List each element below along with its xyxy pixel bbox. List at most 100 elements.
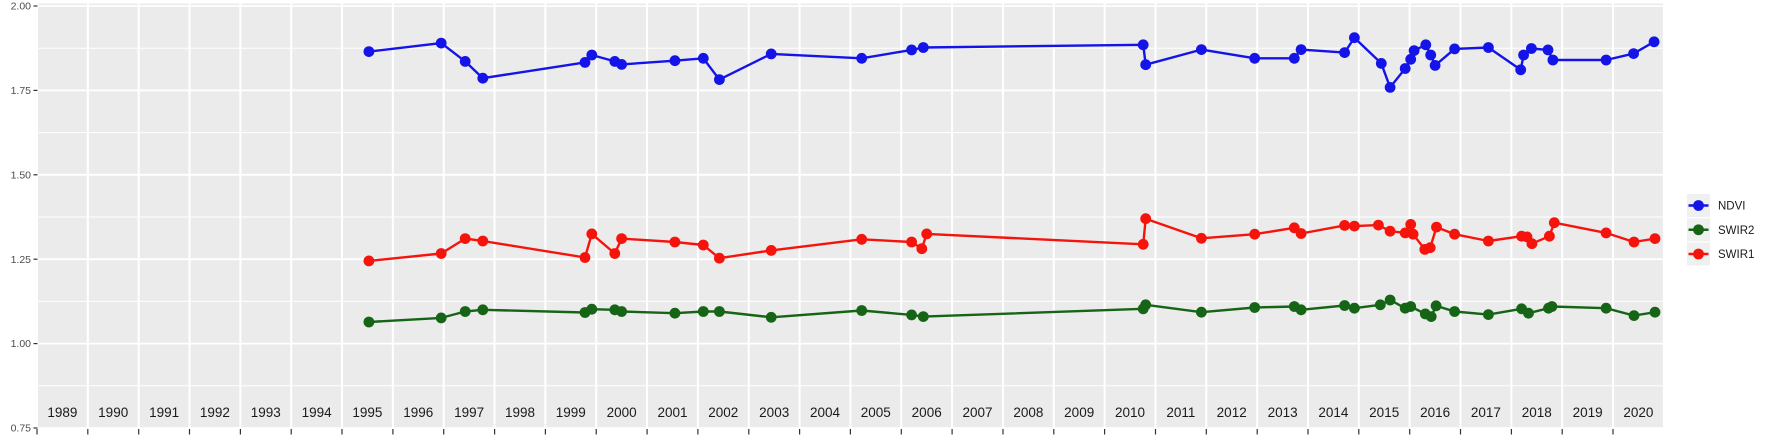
ndvi-data-point	[1295, 44, 1307, 55]
swir2-data-point	[1339, 300, 1350, 311]
swir2-data-point	[714, 306, 725, 317]
facet-panel	[648, 3, 697, 428]
facet-strip-label: 2015	[1369, 405, 1399, 420]
swir2-data-point	[1295, 304, 1307, 316]
swir2-data-point	[856, 305, 868, 316]
facet-strip-label: 2004	[810, 405, 841, 420]
swir1-data-point	[579, 252, 591, 263]
swir2-data-point	[616, 306, 627, 317]
facet-panel	[597, 3, 647, 428]
ndvi-data-point	[1429, 60, 1441, 71]
ndvi-data-point	[586, 49, 598, 61]
y-axis-label: 2.00	[11, 1, 32, 13]
swir2-data-point	[1140, 299, 1152, 311]
ndvi-data-point	[435, 37, 447, 49]
ndvi-data-point	[856, 52, 868, 64]
swir1-data-point	[1649, 233, 1661, 245]
facet-panel	[1054, 3, 1104, 428]
swir2-data-point	[1649, 306, 1661, 318]
facet-panel	[1309, 3, 1358, 428]
swir2-data-point	[1196, 306, 1207, 318]
swir1-data-point	[1424, 242, 1436, 254]
ndvi-data-point	[1408, 45, 1420, 56]
facet-strip-label: 2010	[1115, 405, 1145, 420]
swir2-data-point	[917, 311, 929, 322]
ndvi-data-point	[1600, 54, 1612, 66]
facet-strip-label: 2006	[912, 405, 942, 420]
swir2-data-point	[1546, 301, 1558, 312]
swir1-data-point	[1349, 220, 1360, 232]
ndvi-data-point	[1137, 39, 1149, 51]
facet-strip-label: 2012	[1217, 405, 1247, 420]
swir1-data-point	[459, 233, 471, 245]
swir2-data-point	[1430, 300, 1442, 312]
ndvi-data-point	[459, 56, 471, 67]
swir1-data-point	[1249, 228, 1261, 240]
swir2-data-point	[1523, 307, 1534, 319]
ndvi-data-point	[1375, 58, 1387, 69]
facet-panel	[1410, 3, 1460, 428]
swir1-data-point	[1384, 225, 1396, 237]
facet-panel	[800, 3, 850, 428]
y-axis: 2.00 1.75 1.50 1.25 1.00 0.75	[11, 1, 38, 435]
ndvi-data-point	[1420, 39, 1432, 51]
facet-strip-label: 2011	[1166, 405, 1195, 420]
ndvi-data-point	[765, 48, 777, 60]
facet-panel	[38, 3, 87, 428]
y-axis-label: 1.75	[11, 85, 32, 97]
ndvi-data-point	[477, 72, 489, 84]
swir1-data-point	[697, 239, 709, 251]
swir1-data-point	[1449, 228, 1460, 240]
x-axis: 1989 1990 1991 1992 1993 1994 1995 1996 1997 1998…	[36, 405, 1653, 435]
swir1-data-point	[1339, 220, 1350, 231]
ndvi-data-point	[1425, 49, 1437, 61]
swir1-data-point	[1196, 232, 1207, 244]
facet-panel	[190, 3, 240, 428]
facet-strip-label: 2002	[708, 405, 738, 420]
swir1-data-point	[1544, 230, 1555, 242]
facet-strip-label: 2000	[607, 405, 637, 420]
legend-entry-swir2: SWIR2	[1687, 218, 1754, 242]
facet-panel	[393, 3, 443, 428]
facet-panel	[546, 3, 596, 428]
facet-panel	[139, 3, 189, 428]
swir1-data-point	[616, 233, 627, 245]
swir1-data-point	[1431, 221, 1442, 233]
facet-strip-label: 2013	[1268, 405, 1298, 420]
ndvi-data-point	[906, 44, 917, 56]
swir1-data-point	[1483, 235, 1494, 247]
facet-panels	[38, 3, 1663, 428]
facet-panel	[1563, 3, 1612, 428]
y-axis-label: 0.75	[11, 423, 32, 435]
facet-strip-label: 2001	[657, 405, 687, 420]
swir1-data-point	[609, 248, 621, 259]
ndvi-data-point	[1542, 44, 1554, 56]
facet-strip-label: 1997	[454, 405, 484, 420]
swir1-data-point	[1373, 219, 1384, 231]
swir1-data-point	[916, 243, 928, 255]
facet-panel	[1207, 3, 1257, 428]
series-ndvi	[363, 32, 1660, 93]
legend-key-point	[1693, 200, 1704, 211]
ndvi-data-point	[1515, 64, 1527, 76]
swir2-data-point	[1374, 299, 1386, 311]
swir1-data-point	[1407, 228, 1419, 240]
facet-panel	[1614, 3, 1663, 428]
facet-strip-label: 1993	[251, 405, 281, 420]
swir2-data-point	[435, 312, 447, 324]
facet-strip-label: 2007	[962, 405, 992, 420]
ndvi-data-point	[1339, 47, 1350, 58]
facet-strip-label: 2019	[1573, 405, 1603, 420]
facet-strip-label: 2008	[1013, 405, 1043, 420]
swir1-data-point	[921, 228, 933, 240]
swir1-data-point	[1137, 238, 1149, 250]
y-axis-label: 1.00	[11, 338, 32, 350]
facet-panel	[953, 3, 1002, 428]
facet-strip-label: 1989	[47, 405, 77, 420]
facet-panel	[1461, 3, 1511, 428]
swir1-data-point	[363, 255, 375, 267]
swir2-data-point	[1384, 294, 1396, 306]
swir1-data-point	[1548, 217, 1560, 229]
